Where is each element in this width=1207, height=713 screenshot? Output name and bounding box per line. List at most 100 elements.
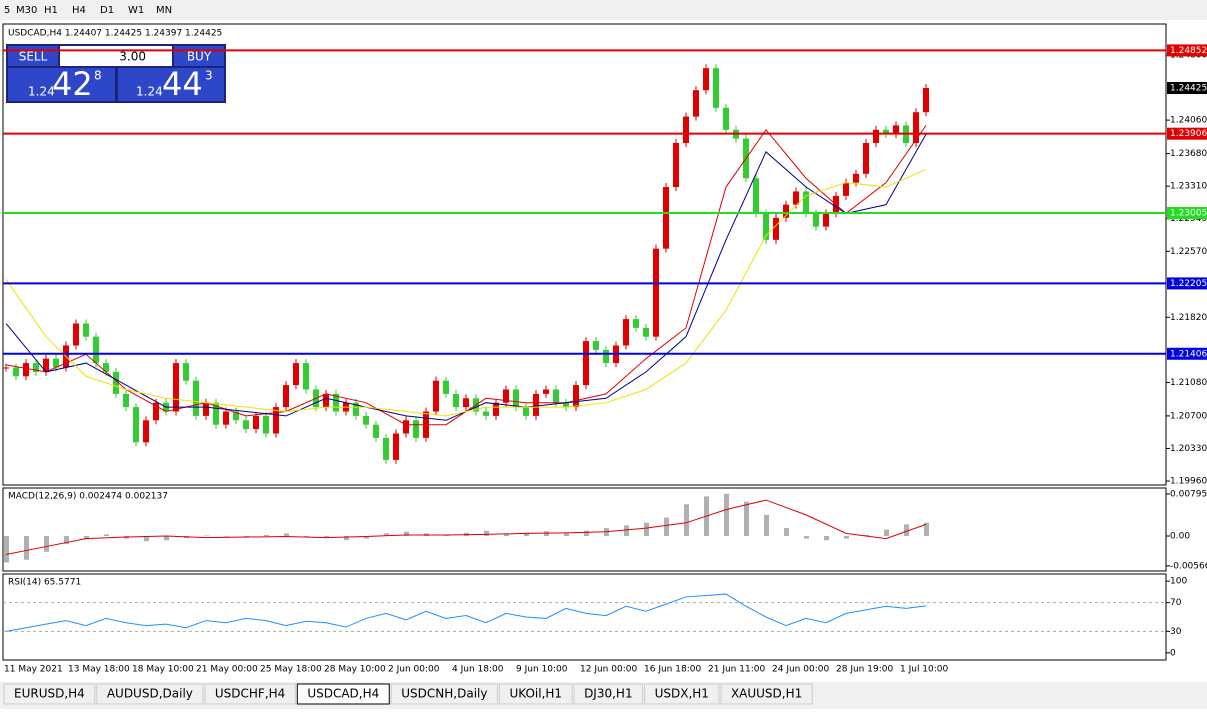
candle — [333, 393, 339, 412]
y-tick-label: 1.19960 — [1170, 477, 1207, 487]
sell-pips: 42 — [52, 65, 93, 103]
tab[interactable]: AUDUSD,Daily — [107, 687, 193, 701]
buy-text[interactable]: BUY — [187, 50, 212, 64]
candle — [843, 182, 849, 196]
macd-bar — [84, 535, 89, 539]
candle — [13, 367, 19, 377]
buy-point: 3 — [205, 69, 213, 83]
macd-bar — [484, 530, 489, 536]
candle — [503, 389, 509, 403]
candle — [713, 68, 719, 108]
candle — [533, 393, 539, 416]
tab-box[interactable] — [720, 683, 813, 705]
candle — [653, 248, 659, 337]
tab-box[interactable] — [204, 683, 296, 705]
candle — [113, 371, 119, 394]
macd-signal — [5, 499, 927, 555]
trade-panel: SELL 3.00 BUY 1.24 42 8 1.24 44 3 — [6, 44, 226, 103]
tab[interactable]: EURUSD,H4 — [14, 687, 85, 701]
candle — [573, 385, 579, 408]
candle — [93, 336, 99, 364]
y-tick-label: 100 — [1170, 577, 1187, 587]
lot-input[interactable] — [60, 46, 172, 66]
timeframe[interactable]: H1 — [44, 5, 58, 16]
level-label: 1.24852 — [1170, 46, 1207, 56]
sell-text[interactable]: SELL — [19, 50, 48, 64]
tab-box[interactable] — [498, 683, 573, 705]
rsi-line — [5, 593, 927, 632]
candle — [373, 424, 379, 438]
candle — [793, 191, 799, 205]
macd-bar — [344, 535, 349, 541]
y-tick-label: 0.007955 — [1170, 489, 1207, 499]
candle — [133, 407, 139, 443]
candle — [443, 380, 449, 394]
tab-box[interactable] — [390, 683, 498, 705]
candle — [293, 363, 299, 386]
macd-bar — [144, 535, 149, 542]
macd-bar — [904, 524, 909, 536]
level-tag — [1167, 127, 1207, 140]
tab-box[interactable] — [644, 683, 720, 705]
candle — [673, 143, 679, 188]
candle — [393, 433, 399, 460]
x-label: 13 May 18:00 — [68, 665, 130, 675]
price-tag — [1167, 81, 1207, 94]
tab[interactable]: UKOil,H1 — [509, 687, 562, 701]
candle — [143, 420, 149, 443]
tab-box[interactable] — [3, 683, 96, 705]
tab[interactable]: DJ30,H1 — [584, 687, 633, 701]
macd-bar — [264, 534, 269, 536]
sell-price-box[interactable] — [8, 68, 115, 101]
timeframe[interactable]: 5 — [4, 5, 10, 16]
candle — [563, 402, 569, 408]
y-tick-label: 1.21820 — [1170, 313, 1207, 323]
tab-box[interactable] — [573, 683, 644, 705]
macd-label: MACD(12,26,9) 0.002474 0.002137 — [8, 492, 168, 502]
candle — [813, 213, 819, 227]
tab[interactable]: USDCHF,H4 — [215, 687, 285, 701]
candle — [853, 173, 859, 183]
candle — [403, 420, 409, 434]
x-label: 4 Jun 18:00 — [452, 665, 504, 675]
candle — [3, 367, 9, 369]
candle — [763, 213, 769, 240]
candle — [363, 415, 369, 425]
candle — [823, 213, 829, 227]
macd-bar — [884, 529, 889, 536]
macd-bar — [164, 535, 169, 541]
macd-bar — [744, 501, 749, 536]
candle — [413, 420, 419, 438]
timeframe[interactable]: D1 — [100, 5, 114, 16]
timeframe[interactable]: W1 — [128, 5, 144, 16]
candle — [43, 358, 49, 372]
toolbar — [0, 0, 1207, 20]
candle — [433, 380, 439, 412]
macd-bar — [64, 535, 69, 544]
timeframe[interactable]: M30 — [16, 5, 37, 16]
tab[interactable]: USDX,H1 — [655, 687, 709, 701]
timeframe[interactable]: MN — [156, 5, 172, 16]
macd-bar — [324, 535, 329, 539]
tab[interactable]: XAUUSD,H1 — [731, 687, 802, 701]
candle — [803, 191, 809, 214]
x-label: 28 May 10:00 — [324, 665, 386, 675]
x-label: 1 Jul 10:00 — [900, 665, 949, 675]
candle — [543, 389, 549, 394]
tab[interactable]: USDCNH,Daily — [401, 687, 487, 701]
macd-bar — [224, 535, 229, 537]
candle — [703, 68, 709, 91]
timeframe[interactable]: H4 — [72, 5, 86, 16]
buy-price-box[interactable] — [118, 68, 224, 101]
buy-big: 1.24 — [136, 85, 163, 99]
lot-text[interactable]: 3.00 — [119, 50, 146, 64]
tab-box[interactable] — [96, 683, 204, 705]
macd-bar — [844, 535, 849, 539]
candle — [273, 407, 279, 434]
tab-box[interactable] — [296, 683, 390, 705]
macd-bar — [564, 533, 569, 536]
rsi-panel — [2, 573, 1167, 661]
x-label: 21 Jun 11:00 — [708, 665, 765, 675]
tab[interactable]: USDCAD,H4 — [307, 687, 379, 701]
candle — [873, 129, 879, 144]
